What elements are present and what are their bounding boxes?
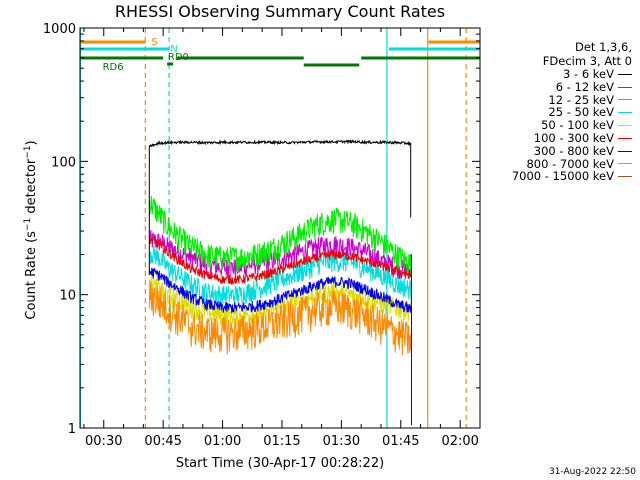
x-tick-label: 01:00 <box>204 434 241 449</box>
legend-entry-label: 7000 - 15000 keV <box>511 169 614 184</box>
series-line <box>148 195 412 278</box>
y-axis-label-main: Count Rate (s <box>24 231 39 320</box>
flag-label-rd6: RD6 <box>103 62 124 73</box>
legend-entry-label: 300 - 800 keV <box>533 143 614 158</box>
y-tick-label: 100 <box>51 155 76 170</box>
x-tick-label: 00:30 <box>85 434 122 449</box>
legend-swatch <box>618 86 632 88</box>
y-tick-label: 1 <box>68 422 76 437</box>
y-axis-label-sup1: −1 <box>23 218 33 231</box>
legend-entry: 300 - 800 keV <box>486 143 632 158</box>
legend-swatch <box>618 125 632 127</box>
legend-swatch <box>618 150 632 152</box>
legend-swatch <box>618 163 632 165</box>
y-axis-label-sup2: −1 <box>23 145 33 158</box>
series-line <box>148 138 412 148</box>
legend-swatch <box>618 137 632 139</box>
y-axis-label: Count Rate (s−1 detector−1) <box>23 140 39 319</box>
legend-entry-label: 12 - 25 keV <box>548 92 614 107</box>
x-tick-label: 01:45 <box>382 434 419 449</box>
series-line <box>148 279 412 356</box>
legend-entry: 100 - 300 keV <box>486 132 632 145</box>
axes: 1 10 100 1000 00:30 00:45 01:00 01:15 01:30 01:45… <box>43 22 481 449</box>
x-tick-label: 01:30 <box>323 434 360 449</box>
series-line <box>148 267 412 314</box>
legend-header-line-2: FDecim 3, Att 0 <box>542 54 632 68</box>
legend-entry: 12 - 25 keV <box>486 92 632 107</box>
legend-entry: 800 - 7000 keV <box>486 156 632 171</box>
plot-frame <box>79 27 481 429</box>
legend-entry: 25 - 50 keV <box>486 106 632 119</box>
legend-entry: 6 - 12 keV <box>486 79 632 94</box>
legend-entry: 3 - 6 keV <box>486 68 632 81</box>
legend-entry-label: 800 - 7000 keV <box>526 156 614 171</box>
x-tick-label: 02:00 <box>441 434 478 449</box>
legend-entry: 7000 - 15000 keV <box>486 170 632 183</box>
legend-entry-label: 50 - 100 keV <box>541 118 614 133</box>
series-line <box>148 230 412 280</box>
legend-header-line-1: Det 1,3,6, <box>574 40 632 54</box>
flag-label-s: S <box>151 37 157 48</box>
chart-title: RHESSI Observing Summary Count Rates <box>114 2 446 21</box>
y-axis-label-mid: detector <box>24 158 39 218</box>
flag-label-rd0: RD0 <box>168 52 189 63</box>
x-tick-label: 01:15 <box>263 434 300 449</box>
legend-entry: 50 - 100 keV <box>486 119 632 132</box>
legend-entry-label: 6 - 12 keV <box>555 79 614 94</box>
legend-entry-label: 25 - 50 keV <box>548 105 614 120</box>
legend-entry-label: 3 - 6 keV <box>563 67 614 81</box>
series-line <box>148 236 412 286</box>
legend-swatch <box>618 112 632 114</box>
legend-swatch <box>618 73 632 75</box>
x-tick-label: 00:45 <box>144 434 181 449</box>
legend: Det 1,3,6, FDecim 3, Att 0 3 - 6 keV 6 -… <box>486 40 632 183</box>
legend-swatch <box>618 176 632 178</box>
flag-label-n: N <box>170 44 177 55</box>
y-axis-label-end: ) <box>24 140 39 145</box>
y-tick-label: 10 <box>59 289 76 304</box>
legend-entry-label: 100 - 300 keV <box>533 130 614 145</box>
render-timestamp: 31-Aug-2022 22:50 <box>548 467 636 477</box>
series-layer <box>148 138 412 426</box>
legend-swatch <box>618 99 632 101</box>
y-tick-label: 1000 <box>43 22 76 37</box>
x-axis-label: Start Time (30-Apr-17 00:28:22) <box>176 456 384 471</box>
